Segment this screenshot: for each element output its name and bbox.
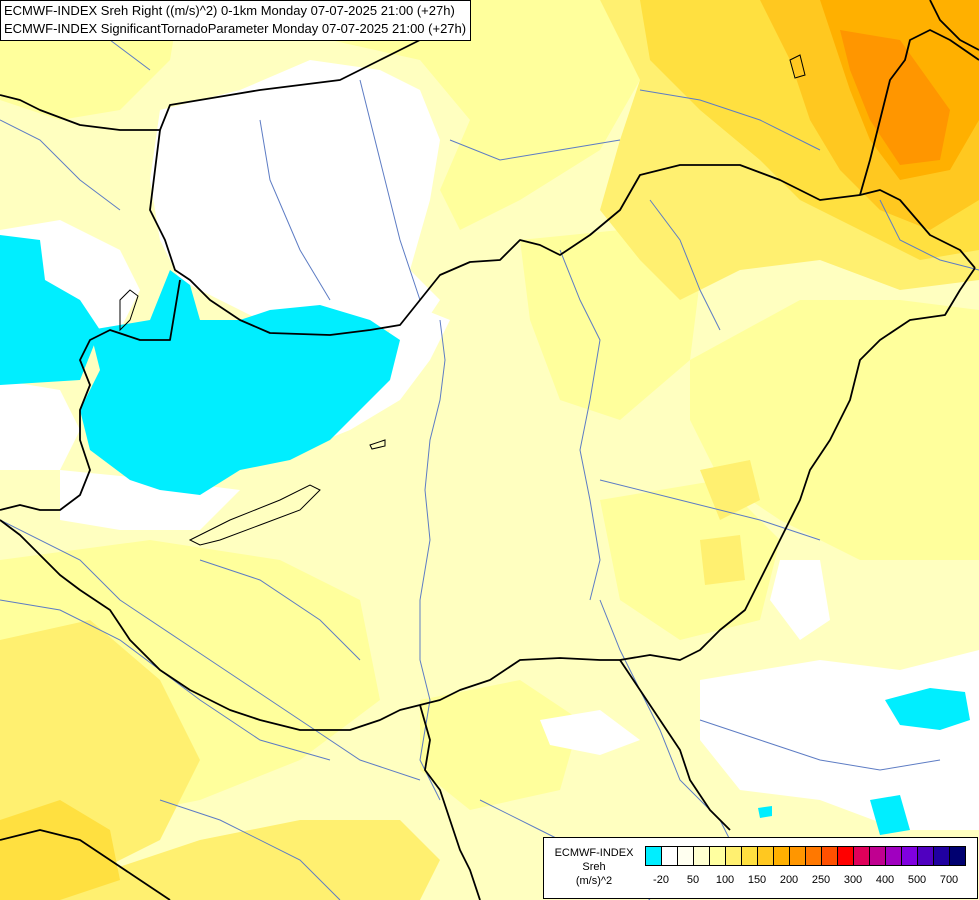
legend-title-line-3: (m/s)^2 <box>575 875 613 887</box>
map-header: ECMWF-INDEX Sreh Right ((m/s)^2) 0-1km M… <box>0 0 472 41</box>
legend-swatch <box>949 846 966 866</box>
legend-swatch <box>853 846 870 866</box>
legend-swatch <box>901 846 918 866</box>
legend-title: ECMWF-INDEX Sreh (m/s)^2 <box>548 846 640 888</box>
legend-swatch <box>789 846 806 866</box>
legend-tick-label: 100 <box>715 874 735 886</box>
legend-swatch <box>741 846 758 866</box>
legend-title-line-2: Sreh <box>582 861 606 873</box>
legend-swatch <box>709 846 726 866</box>
legend-tick-label: 250 <box>811 874 831 886</box>
legend-swatch <box>725 846 742 866</box>
header-line-2: ECMWF-INDEX SignificantTornadoParameter … <box>4 21 467 36</box>
legend-tick-label: 400 <box>875 874 895 886</box>
legend-tick-label: 150 <box>747 874 767 886</box>
legend-swatch <box>693 846 710 866</box>
legend-swatch <box>661 846 678 866</box>
lakes <box>119 54 806 546</box>
color-legend: ECMWF-INDEX Sreh (m/s)^2 -20 50 100 150 200 2… <box>543 837 978 899</box>
legend-swatch <box>917 846 934 866</box>
legend-swatch <box>885 846 902 866</box>
legend-swatch <box>933 846 950 866</box>
legend-swatch <box>645 846 662 866</box>
legend-tick-label: 300 <box>843 874 863 886</box>
legend-tick-label: 200 <box>779 874 799 886</box>
legend-swatch <box>821 846 838 866</box>
legend-swatch <box>677 846 694 866</box>
legend-swatch <box>869 846 886 866</box>
deep-orange-core <box>840 30 950 165</box>
legend-tick-label: -20 <box>653 874 669 886</box>
legend-swatch <box>757 846 774 866</box>
cyan-field <box>0 235 970 835</box>
legend-swatch <box>773 846 790 866</box>
header-line-1: ECMWF-INDEX Sreh Right ((m/s)^2) 0-1km M… <box>4 3 455 18</box>
legend-swatch <box>837 846 854 866</box>
legend-title-line-1: ECMWF-INDEX <box>554 847 634 859</box>
legend-tick-label: 50 <box>686 874 700 886</box>
legend-swatch <box>805 846 822 866</box>
legend-tick-label: 500 <box>907 874 927 886</box>
legend-tick-label: 700 <box>939 874 959 886</box>
